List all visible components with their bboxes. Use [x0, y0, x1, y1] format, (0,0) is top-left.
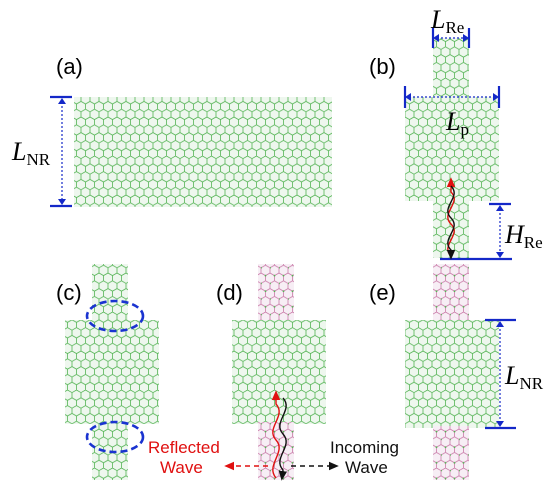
- panel-b: (b) LRe Lp: [369, 5, 543, 261]
- dimension-lp-label: Lp: [445, 107, 469, 139]
- top-resonator-b: [433, 38, 469, 100]
- reflected-wave-label-2: Wave: [160, 458, 203, 477]
- panel-a: (a) LNR: [11, 54, 332, 208]
- panel-d-label: (d): [216, 280, 243, 305]
- panel-e-label: (e): [369, 280, 396, 305]
- top-resonator-d: [258, 264, 294, 322]
- top-resonator-e: [433, 264, 469, 322]
- incoming-wave-label-2: Wave: [345, 458, 388, 477]
- dimension-lnr-e-label: LNR: [504, 361, 544, 393]
- panel-a-label: (a): [56, 54, 83, 79]
- dimension-lp: [403, 86, 501, 108]
- dimension-lnr-a: [50, 95, 72, 208]
- incoming-wave-label-1: Incoming: [330, 438, 399, 457]
- dimension-lre: [431, 28, 471, 48]
- panel-c: (c): [56, 264, 159, 480]
- reflected-wave-d: [271, 390, 281, 479]
- panel-e: (e) LNR: [369, 264, 544, 480]
- edge-highlight-top: [85, 299, 145, 333]
- central-patch-e: [405, 320, 499, 428]
- top-resonator-c: [92, 264, 128, 322]
- central-patch-d: [232, 320, 326, 424]
- bottom-lead-d: [258, 422, 294, 480]
- reflected-wave-label-1: Reflected: [148, 438, 220, 457]
- dimension-lnr-e: [485, 318, 516, 430]
- dimension-lre-label: LRe: [430, 5, 464, 37]
- dimension-lnr-a-label: LNR: [11, 137, 51, 169]
- edge-highlight-bottom: [85, 420, 145, 454]
- bottom-lead-e: [433, 426, 469, 480]
- nanoribbon-a: [74, 97, 332, 207]
- panel-c-label: (c): [56, 280, 82, 305]
- panel-d: (d) Reflected Wave Incoming Wave: [148, 264, 399, 481]
- incoming-wave-d: [278, 397, 288, 481]
- dimension-hre-label: HRe: [504, 220, 543, 252]
- panel-b-label: (b): [369, 54, 396, 79]
- bottom-lead-b: [433, 200, 469, 258]
- incoming-wave-b: [446, 185, 456, 260]
- central-patch-c: [65, 320, 159, 424]
